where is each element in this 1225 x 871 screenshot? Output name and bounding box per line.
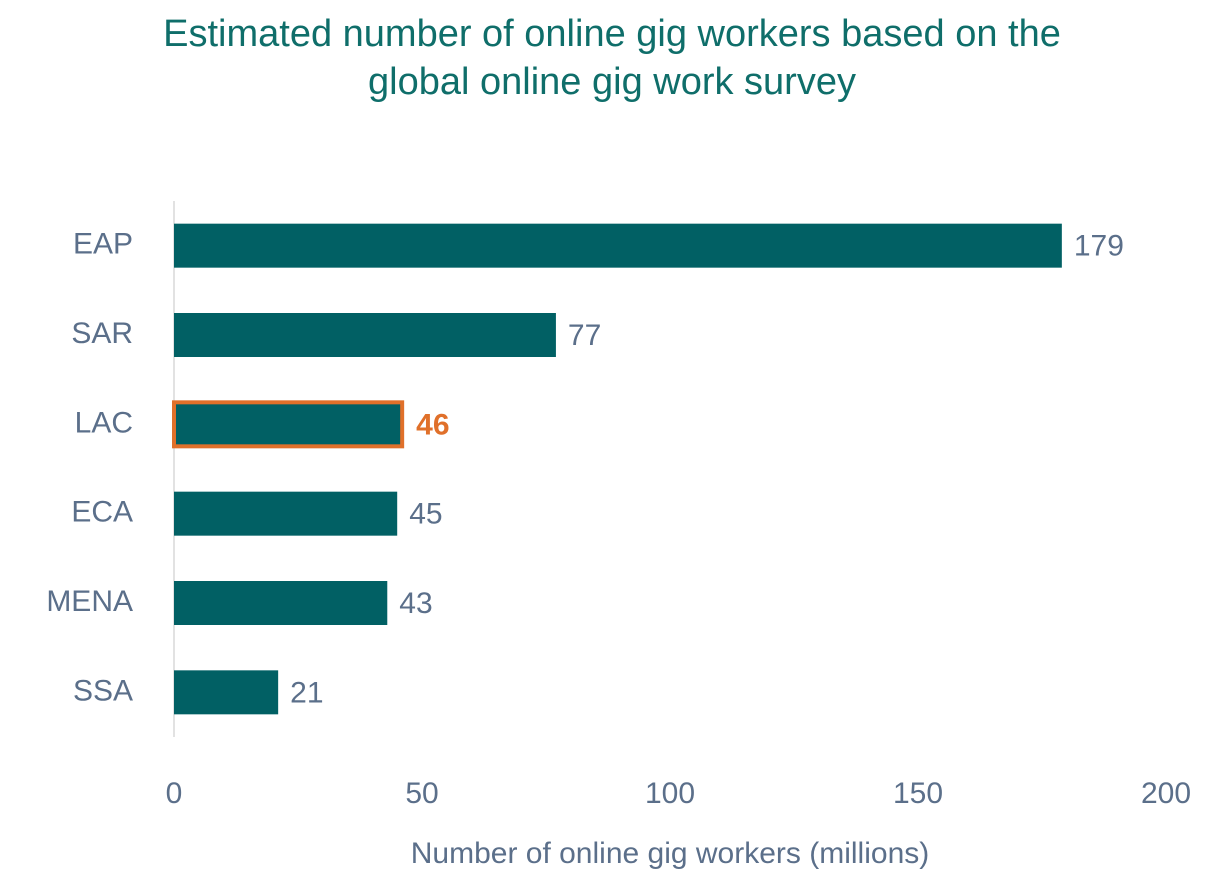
value-label: 179 (1074, 230, 1124, 263)
y-tick-label: LAC (75, 406, 133, 439)
x-tick-label: 200 (1141, 777, 1191, 810)
bar (174, 313, 556, 357)
bar (174, 491, 398, 536)
bar (174, 670, 279, 715)
bar (174, 223, 1062, 268)
y-tick-label: SSA (73, 674, 133, 707)
x-tick-label: 0 (166, 777, 183, 810)
y-tick-label: ECA (71, 496, 133, 529)
x-tick-label: 100 (645, 777, 695, 810)
x-tick-label: 50 (405, 777, 438, 810)
value-label: 45 (409, 498, 442, 531)
value-label: 43 (399, 587, 432, 620)
bar (174, 581, 388, 625)
y-tick-label: SAR (71, 317, 133, 350)
y-tick-label: EAP (73, 228, 133, 261)
x-tick-label: 150 (893, 777, 943, 810)
bar (172, 400, 405, 449)
x-axis-label: Number of online gig workers (millions) (411, 837, 930, 870)
value-label: 46 (416, 408, 449, 441)
chart-title: Estimated number of online gig workers b… (163, 13, 1061, 103)
value-label: 77 (568, 319, 601, 352)
y-tick-label: MENA (46, 585, 133, 618)
value-label: 21 (290, 676, 323, 709)
